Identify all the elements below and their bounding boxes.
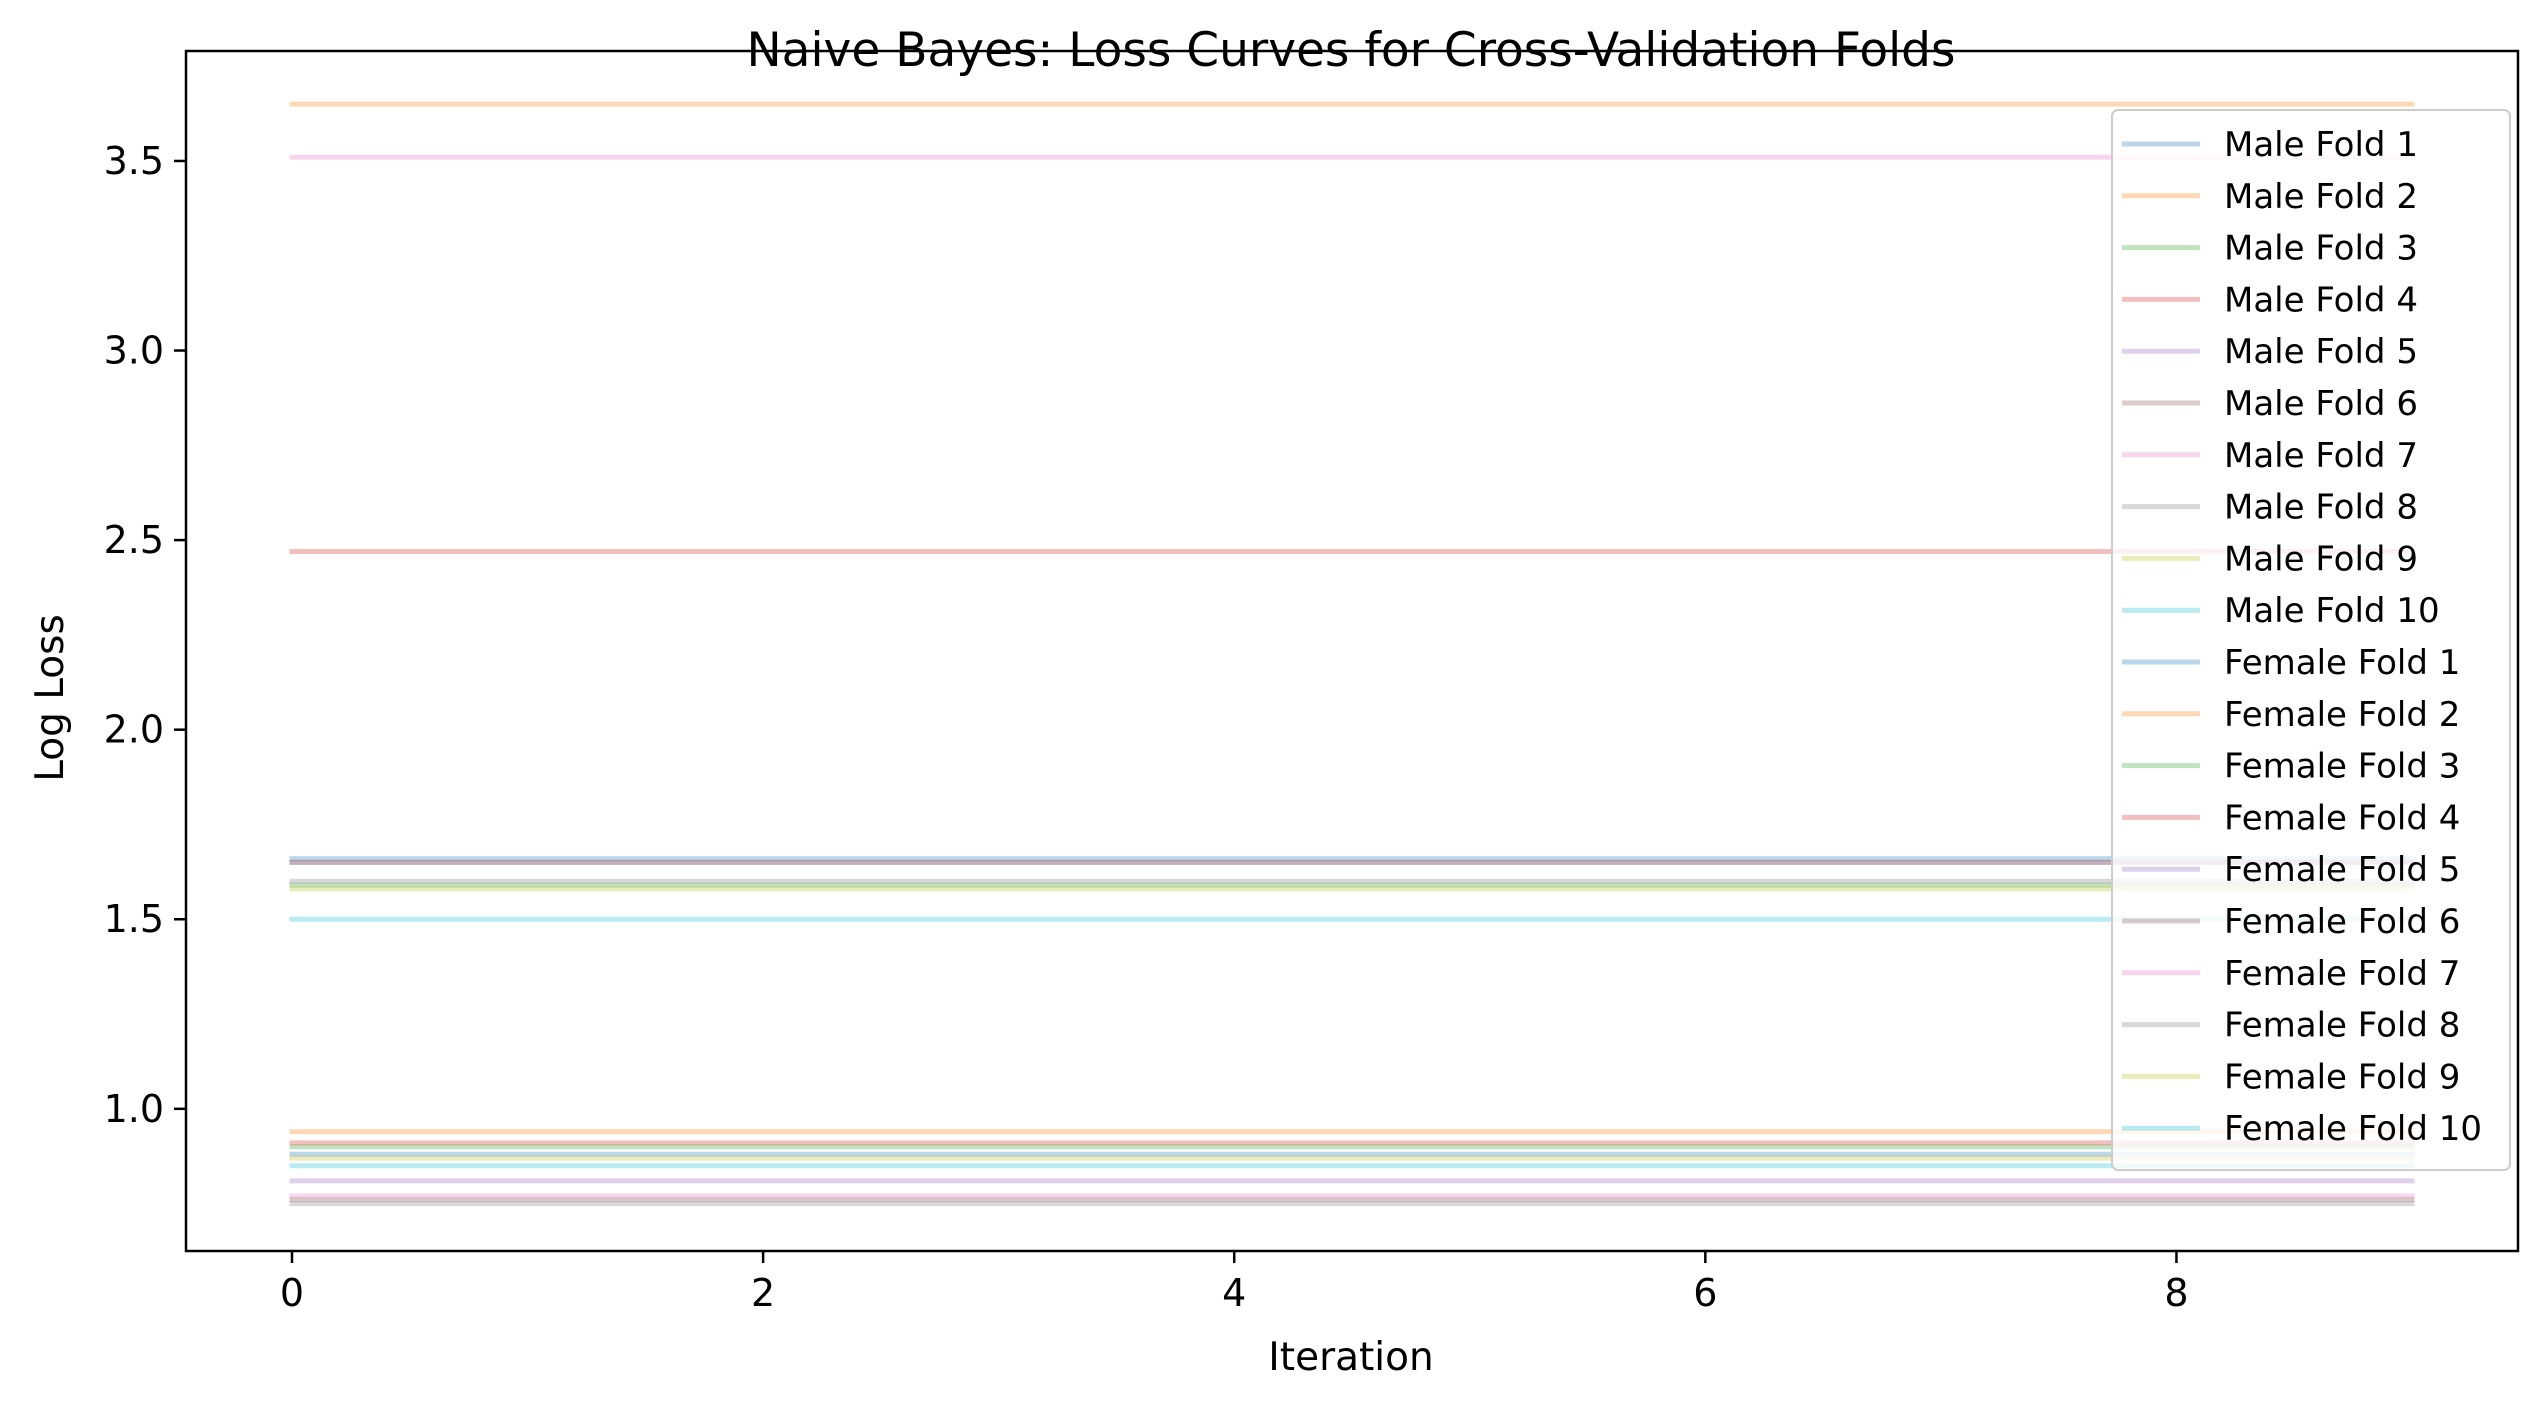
legend-label: Female Fold 1 xyxy=(2224,643,2460,683)
legend-label: Female Fold 8 xyxy=(2224,1006,2460,1046)
legend: Male Fold 1 Male Fold 2 Male Fold 3 Male Fo… xyxy=(2111,109,2511,1171)
y-axis-label: Log Loss xyxy=(28,614,73,782)
x-tick-label: 4 xyxy=(1222,1271,1246,1315)
series-layer xyxy=(289,101,2415,1207)
legend-label: Female Fold 7 xyxy=(2224,954,2460,994)
legend-label: Female Fold 3 xyxy=(2224,747,2460,787)
plot-frame xyxy=(184,49,2520,1253)
legend-label: Male Fold 1 xyxy=(2224,125,2418,165)
x-tick-label: 2 xyxy=(751,1271,775,1315)
y-tick-label: 1.0 xyxy=(104,1087,164,1131)
legend-label: Female Fold 10 xyxy=(2224,1109,2482,1149)
legend-label: Female Fold 6 xyxy=(2224,902,2460,942)
legend-label: Male Fold 8 xyxy=(2224,488,2418,528)
y-tick-label: 2.0 xyxy=(104,708,164,752)
legend-label: Female Fold 4 xyxy=(2224,798,2460,838)
x-tick-label: 0 xyxy=(280,1271,304,1315)
legend-label: Male Fold 9 xyxy=(2224,539,2418,579)
x-tick-label: 6 xyxy=(1693,1271,1717,1315)
x-axis-label: Iteration xyxy=(1268,1335,1433,1380)
y-tick-label: 3.0 xyxy=(104,329,164,373)
legend-box xyxy=(2111,109,2511,1171)
y-tick-label: 3.5 xyxy=(104,139,164,183)
legend-label: Female Fold 5 xyxy=(2224,850,2460,890)
legend-label: Male Fold 4 xyxy=(2224,280,2418,320)
y-tick-label: 2.5 xyxy=(104,518,164,562)
legend-label: Male Fold 2 xyxy=(2224,177,2418,217)
axes-layer: 0 2 4 6 8 1.0 1.5 2.0 2.5 3.0 3.5 xyxy=(104,49,2520,1315)
x-tick-label: 8 xyxy=(2164,1271,2188,1315)
legend-label: Male Fold 3 xyxy=(2224,229,2418,269)
legend-label: Male Fold 5 xyxy=(2224,332,2418,372)
legend-label: Male Fold 7 xyxy=(2224,436,2418,476)
legend-label: Female Fold 9 xyxy=(2224,1057,2460,1097)
legend-label: Male Fold 6 xyxy=(2224,384,2418,424)
legend-label: Male Fold 10 xyxy=(2224,591,2440,631)
y-tick-label: 1.5 xyxy=(104,897,164,941)
legend-label: Female Fold 2 xyxy=(2224,695,2460,735)
